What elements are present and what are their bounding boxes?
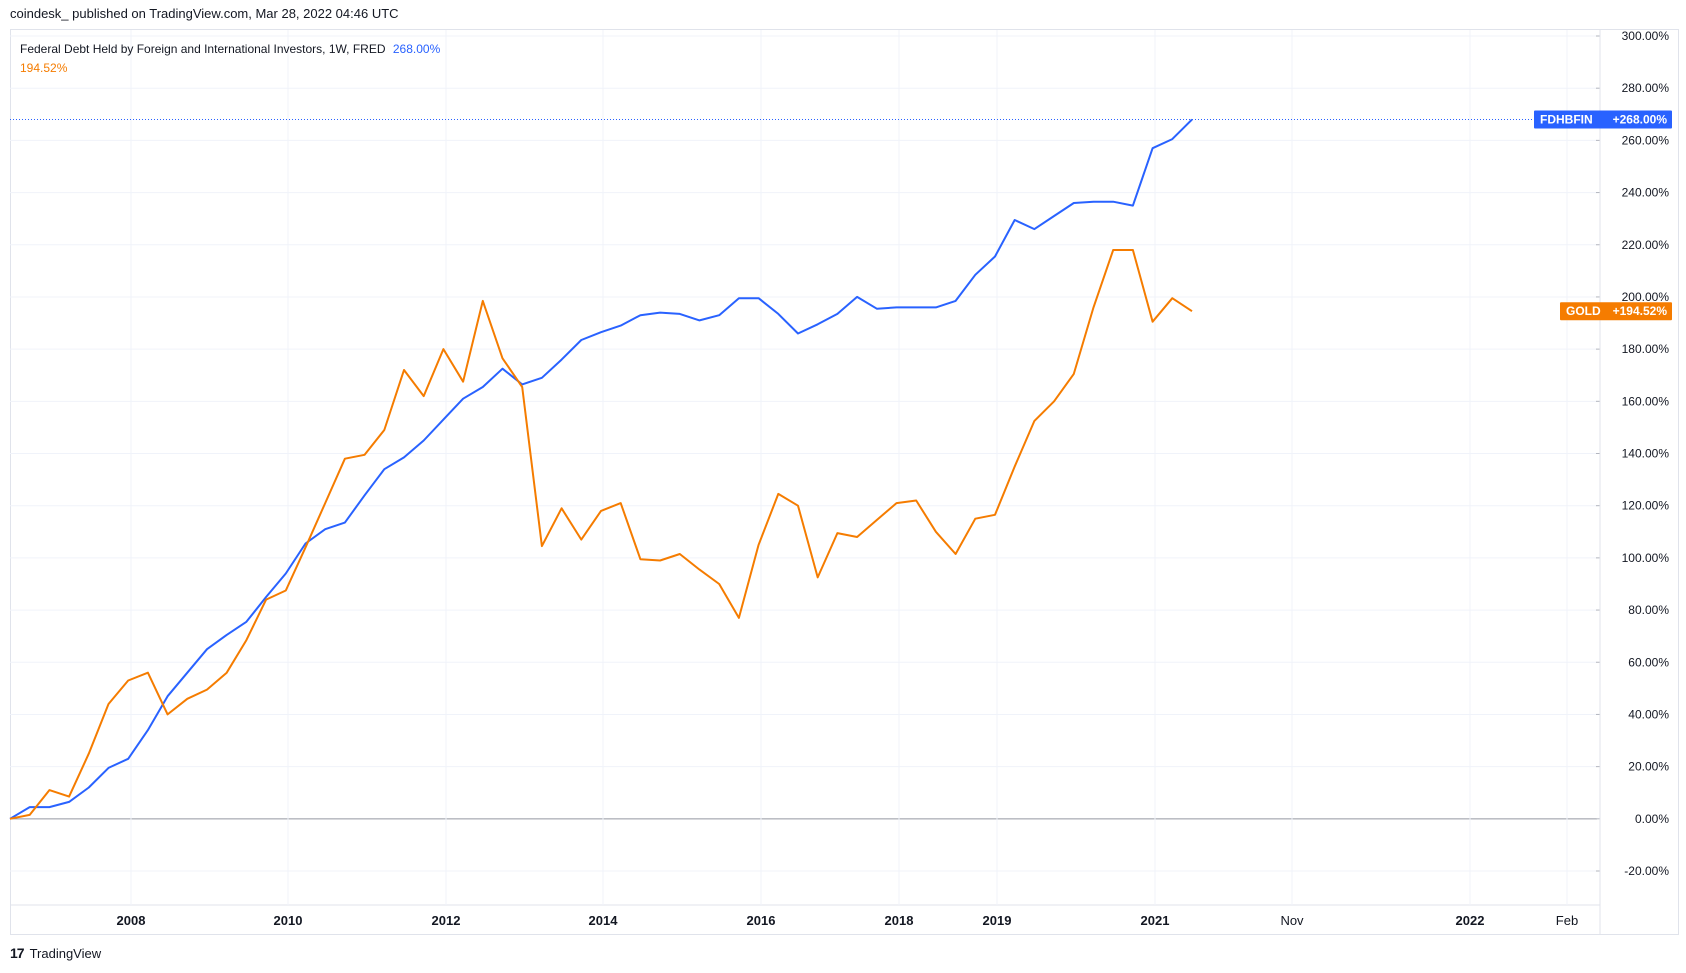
x-tick-label: Feb	[1556, 913, 1578, 928]
x-tick-label: 2021	[1141, 913, 1170, 928]
x-tick-label: 2012	[432, 913, 461, 928]
y-tick-label: 80.00%	[1628, 603, 1669, 617]
y-tick-label: 140.00%	[1622, 447, 1670, 461]
y-tick-label: 280.00%	[1622, 81, 1670, 95]
y-tick-label: 220.00%	[1622, 238, 1670, 252]
y-tick-label: 160.00%	[1622, 394, 1670, 408]
y-tick-label: 0.00%	[1635, 812, 1669, 826]
x-tick-label: 2018	[885, 913, 914, 928]
legend-series-title: Federal Debt Held by Foreign and Interna…	[20, 42, 386, 56]
footer-brand[interactable]: 17 TradingView	[10, 945, 101, 961]
legend-value-blue: 268.00%	[392, 42, 441, 56]
x-tick-label: 2022	[1456, 913, 1485, 928]
chart-legend: Federal Debt Held by Foreign and Interna…	[20, 40, 440, 78]
x-tick-label: 2019	[983, 913, 1012, 928]
series-badge-label: FDHBFIN	[1540, 113, 1593, 127]
y-tick-label: 300.00%	[1622, 29, 1670, 43]
footer-brand-label: TradingView	[29, 945, 102, 961]
chart-frame	[10, 29, 1679, 935]
y-tick-label: 120.00%	[1622, 499, 1670, 513]
y-tick-label: 40.00%	[1628, 707, 1669, 721]
x-tick-label: 2016	[747, 913, 776, 928]
x-tick-label: Nov	[1280, 913, 1304, 928]
publisher-header: coindesk_ published on TradingView.com, …	[10, 6, 399, 21]
legend-value-orange: 194.52%	[20, 61, 68, 75]
x-tick-label: 2014	[589, 913, 619, 928]
y-tick-label: 200.00%	[1622, 290, 1670, 304]
y-tick-label: 240.00%	[1622, 186, 1670, 200]
y-tick-label: 20.00%	[1628, 760, 1669, 774]
series-line-gold[interactable]	[9, 249, 1193, 820]
series-badge-label: GOLD	[1566, 304, 1601, 318]
x-tick-label: 2008	[117, 913, 146, 928]
series-badge-value: +194.52%	[1613, 304, 1668, 318]
series-line-fdhbfin[interactable]	[9, 118, 1193, 820]
y-tick-label: 180.00%	[1622, 342, 1670, 356]
y-tick-label: 100.00%	[1622, 551, 1670, 565]
tradingview-logo-icon: 17	[10, 945, 25, 961]
series-badge-value: +268.00%	[1613, 113, 1668, 127]
x-tick-label: 2010	[274, 913, 303, 928]
series-badge-gold	[1560, 302, 1672, 321]
y-tick-label: -20.00%	[1624, 864, 1669, 878]
series-badge-fdhbfin	[1534, 110, 1672, 129]
y-tick-label: 260.00%	[1622, 133, 1670, 147]
y-tick-label: 60.00%	[1628, 655, 1669, 669]
